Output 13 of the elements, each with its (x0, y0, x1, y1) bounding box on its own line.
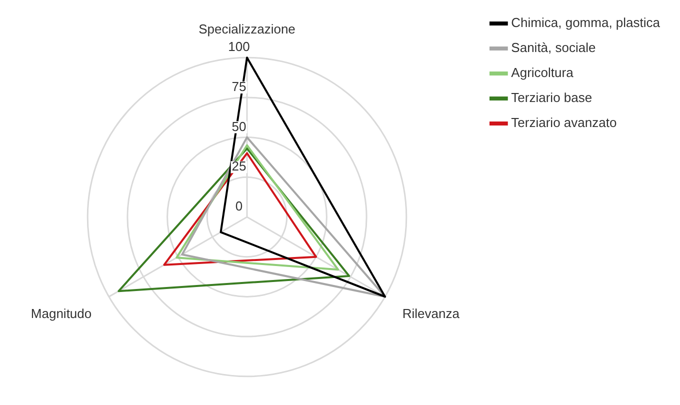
spoke-label: Rilevanza (402, 306, 460, 322)
spoke-label: Magnitudo (30, 306, 92, 322)
y-tick-label: 0 (235, 198, 243, 214)
y-tick-label: 75 (232, 79, 246, 94)
legend-label: Terziario base (511, 90, 592, 106)
legend-label: Agricoltura (511, 65, 574, 80)
legend-label: Chimica, gomma, plastica (511, 15, 661, 30)
spoke-label: Specializzazione (198, 21, 296, 36)
legend-label: Terziario avanzato (511, 115, 617, 130)
legend-label: Sanità, sociale (511, 40, 596, 56)
y-tick-label: 50 (232, 118, 246, 134)
y-tick-label: 100 (228, 39, 250, 54)
y-tick-label: 25 (232, 158, 246, 174)
